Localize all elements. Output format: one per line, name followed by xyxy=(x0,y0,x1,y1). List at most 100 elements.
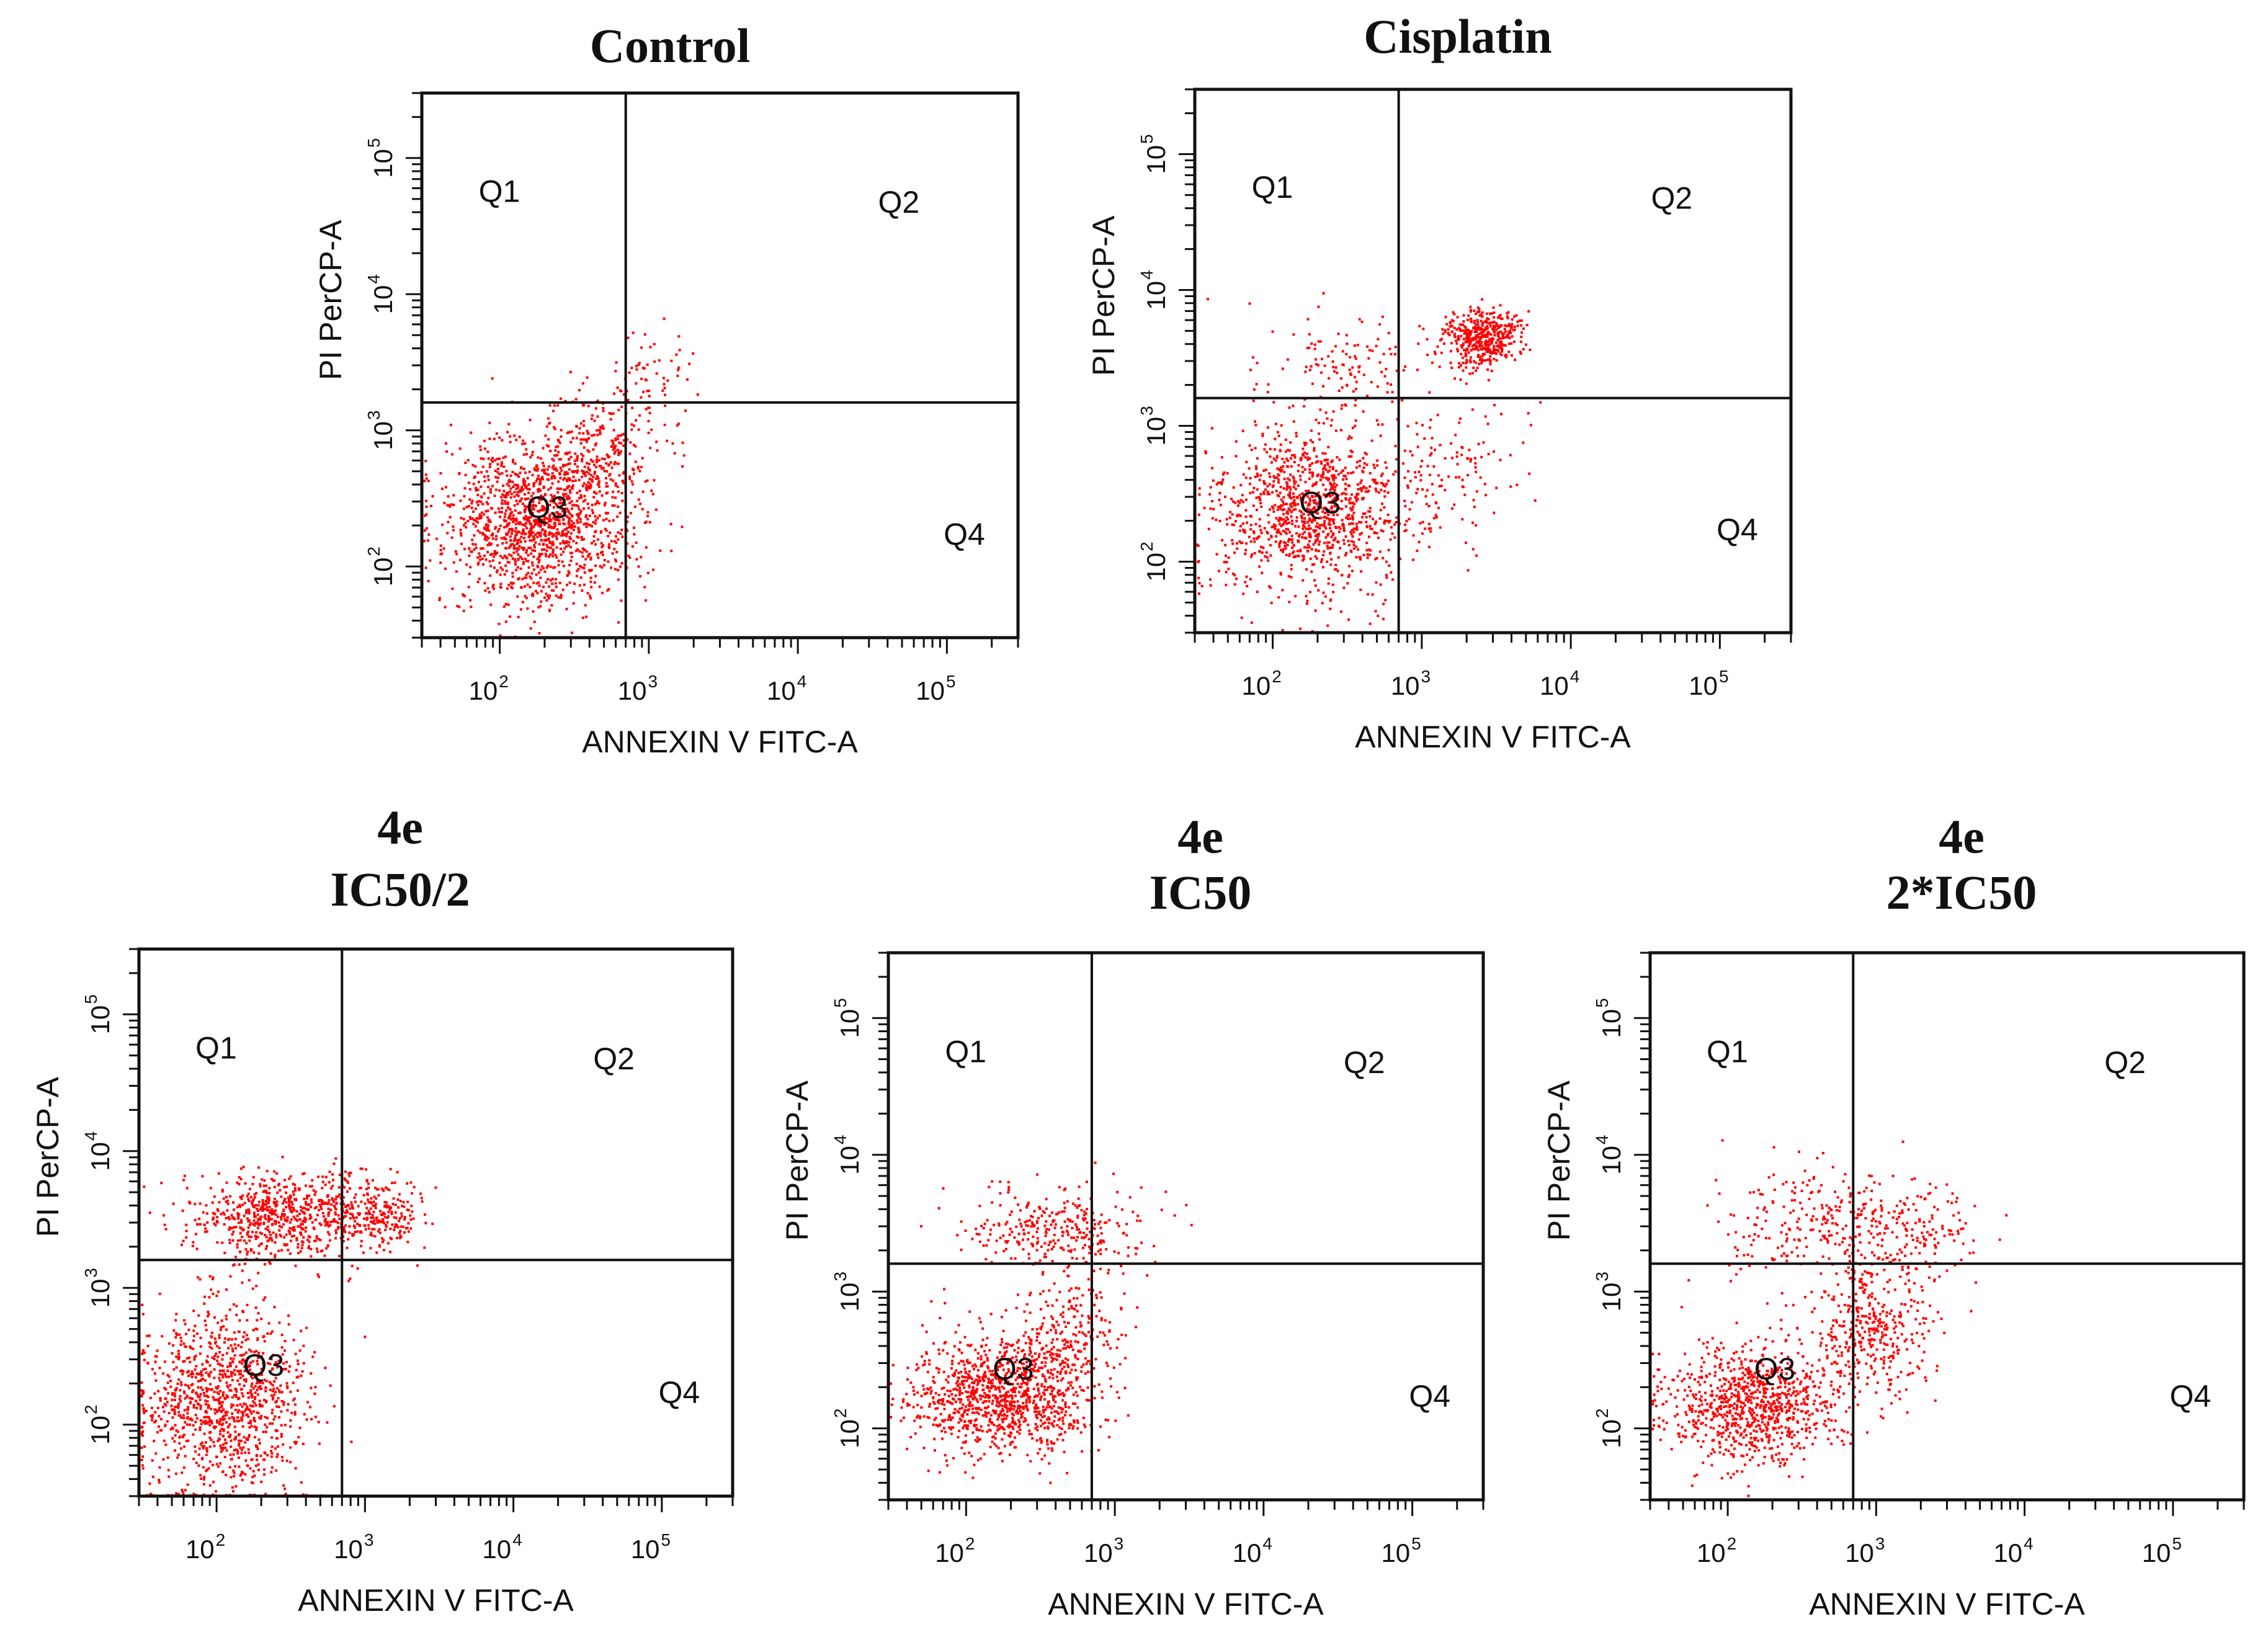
data-point xyxy=(224,1438,226,1442)
data-point xyxy=(1501,343,1504,346)
x-tick-label: 104 xyxy=(767,672,806,705)
data-point xyxy=(676,424,679,427)
data-point xyxy=(226,1386,230,1389)
data-point xyxy=(249,1375,252,1378)
data-point xyxy=(1316,460,1319,463)
data-point xyxy=(338,1255,341,1258)
data-point xyxy=(195,1461,198,1464)
data-point xyxy=(243,1360,246,1363)
data-point xyxy=(1318,540,1321,543)
data-point xyxy=(569,370,572,373)
data-point xyxy=(158,1479,161,1481)
data-point xyxy=(608,546,611,550)
data-point xyxy=(496,463,499,466)
data-point xyxy=(1276,467,1279,470)
data-point xyxy=(528,470,531,473)
data-point xyxy=(248,1212,251,1215)
data-point xyxy=(621,499,624,502)
data-point xyxy=(265,1401,267,1404)
data-point xyxy=(1348,522,1351,525)
data-point xyxy=(1339,546,1342,550)
data-point xyxy=(205,1453,208,1456)
data-point xyxy=(438,597,441,600)
data-point xyxy=(1368,535,1370,538)
data-point xyxy=(276,1453,279,1456)
data-point xyxy=(1292,420,1295,423)
data-point xyxy=(475,486,478,489)
data-point xyxy=(185,1417,189,1420)
data-point xyxy=(622,472,625,475)
data-point xyxy=(213,1376,216,1380)
data-point xyxy=(1300,499,1303,502)
data-point xyxy=(545,517,548,520)
data-point xyxy=(301,1442,305,1445)
data-point xyxy=(253,1425,256,1429)
data-point xyxy=(231,1371,234,1375)
data-point xyxy=(1262,546,1265,550)
data-point xyxy=(1513,325,1516,328)
data-point xyxy=(1360,570,1363,573)
data-point xyxy=(207,1388,210,1391)
data-point xyxy=(529,586,532,589)
data-point xyxy=(313,1351,316,1354)
data-point xyxy=(372,1179,374,1182)
data-point xyxy=(1528,472,1531,475)
data-point xyxy=(1347,574,1351,577)
data-point xyxy=(458,471,461,475)
data-point xyxy=(1329,546,1332,549)
data-point xyxy=(639,575,641,577)
data-point xyxy=(498,489,501,492)
data-point xyxy=(194,1445,197,1448)
data-point xyxy=(167,1475,171,1478)
data-point xyxy=(1443,342,1445,345)
data-point xyxy=(262,1362,265,1365)
data-point xyxy=(509,440,512,444)
data-point xyxy=(498,510,501,514)
y-axis-label: PI PerCP-A xyxy=(1086,215,1121,376)
data-point xyxy=(1332,510,1335,513)
data-point xyxy=(233,1354,236,1357)
data-point xyxy=(164,1397,167,1400)
quadrant-label-q2: Q2 xyxy=(878,185,919,220)
data-point xyxy=(1303,441,1306,444)
data-point xyxy=(553,501,556,504)
data-point xyxy=(1365,487,1368,490)
data-point xyxy=(279,1384,282,1387)
data-point xyxy=(169,1385,172,1388)
data-point xyxy=(270,1394,273,1397)
data-point xyxy=(532,492,535,495)
data-point xyxy=(1457,366,1460,368)
data-point xyxy=(1493,347,1496,350)
data-point xyxy=(1501,347,1504,350)
data-point xyxy=(1276,430,1279,434)
data-point xyxy=(248,1408,251,1411)
data-point xyxy=(1336,456,1339,459)
data-point xyxy=(540,548,543,551)
data-point xyxy=(1302,512,1305,515)
data-point xyxy=(1348,435,1351,438)
data-point xyxy=(1382,483,1385,486)
data-point xyxy=(500,464,503,467)
data-point xyxy=(511,582,514,586)
y-tick-label: 102 xyxy=(364,546,398,586)
data-point xyxy=(213,1425,217,1428)
data-point xyxy=(646,390,649,393)
data-point xyxy=(551,543,554,546)
data-point xyxy=(595,492,598,495)
data-point xyxy=(512,520,515,524)
data-point xyxy=(251,1382,254,1385)
data-point xyxy=(484,589,487,592)
data-point xyxy=(1310,548,1313,551)
data-point xyxy=(1491,337,1493,341)
data-point xyxy=(270,1455,273,1458)
data-point xyxy=(525,549,529,552)
data-point xyxy=(628,475,631,478)
data-point xyxy=(208,1460,212,1463)
data-point xyxy=(256,1363,259,1366)
data-point xyxy=(471,538,474,542)
data-point xyxy=(569,559,573,562)
data-point xyxy=(480,457,483,460)
data-point xyxy=(1448,334,1451,337)
data-point xyxy=(231,1347,234,1350)
data-point xyxy=(640,556,643,559)
